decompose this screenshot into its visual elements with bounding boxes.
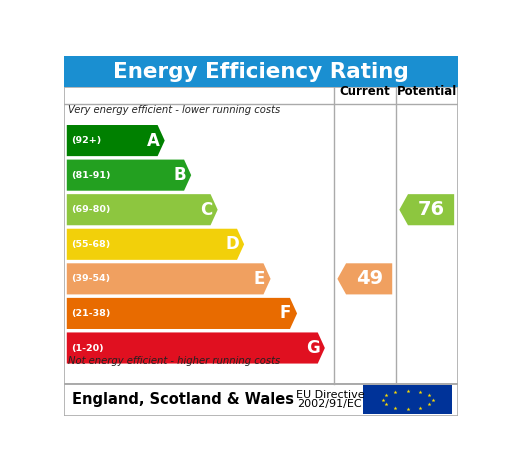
Text: 2002/91/EC: 2002/91/EC (298, 399, 362, 409)
Text: Very energy efficient - lower running costs: Very energy efficient - lower running co… (68, 105, 280, 115)
Text: Not energy efficient - higher running costs: Not energy efficient - higher running co… (68, 356, 280, 367)
Text: (39-54): (39-54) (71, 274, 110, 283)
FancyBboxPatch shape (64, 56, 458, 87)
Text: England, Scotland & Wales: England, Scotland & Wales (71, 392, 294, 407)
Text: D: D (225, 235, 239, 253)
Polygon shape (400, 194, 454, 225)
Text: A: A (147, 132, 159, 149)
Polygon shape (67, 298, 297, 329)
Polygon shape (67, 194, 218, 225)
Text: C: C (200, 201, 212, 219)
FancyBboxPatch shape (363, 385, 452, 414)
Polygon shape (67, 125, 165, 156)
Text: Current: Current (340, 85, 390, 99)
Text: (1-20): (1-20) (71, 344, 104, 353)
Text: E: E (253, 270, 265, 288)
FancyBboxPatch shape (64, 384, 458, 416)
Text: (55-68): (55-68) (71, 240, 111, 249)
Text: 49: 49 (356, 269, 383, 288)
Text: (69-80): (69-80) (71, 205, 111, 214)
Polygon shape (67, 333, 325, 363)
Text: F: F (279, 304, 291, 322)
Polygon shape (67, 160, 191, 191)
Text: EU Directive: EU Directive (296, 390, 364, 401)
Text: (21-38): (21-38) (71, 309, 111, 318)
Polygon shape (67, 263, 271, 294)
Text: (81-91): (81-91) (71, 170, 111, 180)
Text: Energy Efficiency Rating: Energy Efficiency Rating (113, 62, 409, 82)
FancyBboxPatch shape (64, 87, 458, 384)
Polygon shape (337, 263, 392, 294)
Text: Potential: Potential (397, 85, 457, 99)
Text: 76: 76 (417, 200, 445, 219)
Text: (92+): (92+) (71, 136, 102, 145)
Polygon shape (67, 229, 244, 260)
Text: G: G (306, 339, 320, 357)
Text: B: B (173, 166, 186, 184)
